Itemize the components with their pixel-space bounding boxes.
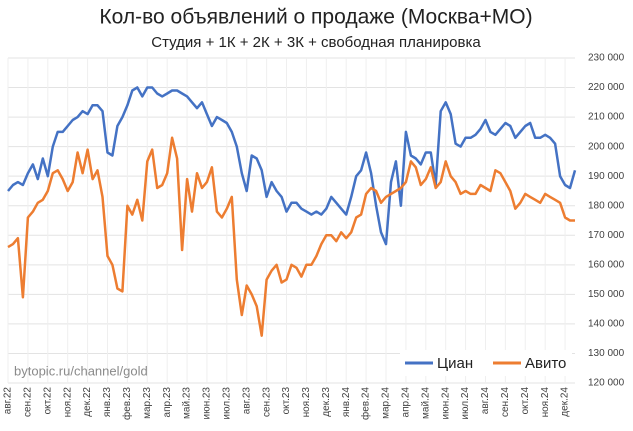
y-tick-label: 220 000 <box>588 82 625 93</box>
y-tick-label: 190 000 <box>588 171 625 182</box>
y-tick-label: 140 000 <box>588 319 625 330</box>
y-tick-label: 170 000 <box>588 230 625 241</box>
y-tick-label: 180 000 <box>588 200 625 211</box>
x-tick-label: июл.24 <box>460 387 471 420</box>
x-tick-label: сен.24 <box>500 387 511 417</box>
legend-label: Циан <box>437 355 473 372</box>
x-tick-label: авг.22 <box>3 387 14 415</box>
x-tick-label: ноя.23 <box>301 387 312 418</box>
legend-label: Авито <box>525 355 566 372</box>
x-tick-label: ноя.22 <box>62 387 73 418</box>
x-tick-label: мар.24 <box>381 387 392 419</box>
x-tick-label: дек.23 <box>321 387 332 417</box>
x-tick-label: авг.23 <box>241 387 252 415</box>
chart-title: Кол-во объявлений о продаже (Москва+МО) <box>99 6 532 29</box>
y-tick-label: 200 000 <box>588 141 625 152</box>
y-tick-label: 230 000 <box>588 53 625 64</box>
x-tick-label: апр.24 <box>401 387 412 418</box>
x-tick-label: янв.23 <box>102 387 113 418</box>
x-tick-label: фев.24 <box>360 387 372 420</box>
x-tick-label: апр.23 <box>162 387 173 418</box>
x-tick-label: дек.22 <box>82 387 93 417</box>
chart-subtitle: Студия + 1К + 2К + 3К + свободная планир… <box>151 34 481 51</box>
x-tick-label: июл.23 <box>221 387 232 420</box>
x-tick-label: ноя.24 <box>540 387 551 418</box>
x-tick-label: окт.24 <box>520 387 531 415</box>
legend: Циан Авито <box>400 350 572 376</box>
x-tick-label: сен.22 <box>23 387 34 417</box>
x-tick-label: май.23 <box>182 387 193 419</box>
x-tick-label: июн.23 <box>202 387 213 420</box>
y-tick-label: 150 000 <box>588 289 625 300</box>
y-tick-label: 210 000 <box>588 112 625 123</box>
x-tick-label: мар.23 <box>142 387 153 419</box>
x-tick-label: июн.24 <box>440 387 451 420</box>
x-tick-label: май.24 <box>420 387 431 419</box>
y-tick-label: 120 000 <box>588 378 625 389</box>
annotation: bytopic.ru/channel/gold <box>14 363 148 378</box>
y-tick-label: 160 000 <box>588 259 625 270</box>
line-series <box>7 86 577 246</box>
x-tick-label: янв.24 <box>341 387 352 418</box>
line-series <box>7 136 575 337</box>
x-tick-label: сен.23 <box>261 387 272 417</box>
y-tick-label: 130 000 <box>588 348 625 359</box>
x-tick-label: окт.23 <box>281 387 292 415</box>
x-tick-label: авг.24 <box>480 387 491 415</box>
x-tick-label: фев.23 <box>121 387 133 420</box>
x-tick-label: дек.24 <box>560 387 571 417</box>
x-tick-label: окт.22 <box>42 387 53 415</box>
